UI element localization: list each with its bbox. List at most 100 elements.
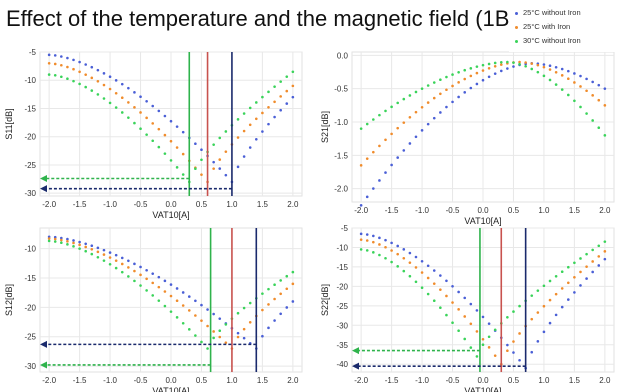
- data-point: [585, 252, 588, 256]
- data-point: [402, 269, 406, 273]
- data-point: [567, 281, 570, 285]
- data-point: [542, 65, 546, 69]
- data-point: [481, 69, 485, 72]
- data-point: [285, 102, 289, 105]
- data-point: [102, 253, 106, 256]
- data-point: [157, 127, 161, 131]
- data-point: [242, 306, 246, 310]
- data-point: [408, 116, 412, 119]
- data-point: [372, 251, 375, 254]
- chart-s12-svg: -2.0 -1.5 -1.0 -0.5 0.0 0.5 1.0 1.5 2.0 -10 -15 -20…: [4, 227, 303, 392]
- data-point: [273, 115, 276, 119]
- data-point: [396, 244, 399, 248]
- data-point: [560, 67, 564, 71]
- data-point: [524, 61, 527, 64]
- data-point: [603, 250, 607, 253]
- data-point: [242, 112, 246, 115]
- arrow-head-icon: [352, 362, 359, 370]
- data-point: [78, 70, 81, 74]
- data-point: [60, 55, 63, 58]
- data-point: [554, 275, 558, 278]
- data-point: [242, 129, 246, 133]
- data-point: [72, 79, 75, 83]
- data-point: [224, 323, 228, 326]
- data-point: [108, 251, 112, 254]
- x-tick-label: -1.0: [103, 200, 117, 209]
- data-point: [200, 303, 203, 307]
- data-point: [536, 70, 540, 74]
- data-point: [200, 148, 203, 152]
- y-tick-label: -2.0: [334, 185, 348, 194]
- data-point: [432, 116, 436, 120]
- data-point: [60, 238, 63, 242]
- data-point: [66, 237, 69, 241]
- x-tick-label: 0.5: [508, 376, 520, 385]
- data-point: [181, 321, 185, 325]
- data-point: [72, 58, 75, 62]
- x-tick-label: 1.5: [257, 376, 269, 385]
- data-point: [542, 63, 546, 66]
- data-point: [236, 331, 240, 335]
- data-point: [390, 249, 393, 252]
- data-point: [493, 72, 497, 75]
- data-point: [469, 67, 473, 70]
- data-point: [597, 83, 601, 87]
- arrow-head-icon: [352, 347, 359, 355]
- data-point: [408, 94, 412, 97]
- data-point: [242, 155, 246, 158]
- data-point: [451, 100, 454, 104]
- data-point: [567, 298, 570, 301]
- data-point: [139, 111, 142, 114]
- data-point: [487, 62, 491, 66]
- data-point: [108, 75, 112, 79]
- x-tick-label: -1.0: [415, 376, 429, 385]
- x-tick-label: -2.0: [42, 200, 56, 209]
- data-point: [506, 60, 509, 64]
- data-point: [597, 244, 601, 248]
- data-point: [573, 72, 576, 75]
- data-point: [285, 274, 289, 278]
- legend: 25°C without Iron 25°C with Iron 30°C wi…: [509, 0, 621, 52]
- data-point: [151, 281, 155, 285]
- data-point: [499, 63, 503, 66]
- legend-label: 30°C without Iron: [523, 36, 581, 45]
- x-tick-label: 0.0: [165, 376, 177, 385]
- data-point: [372, 234, 375, 238]
- data-point: [518, 62, 521, 66]
- data-point: [66, 243, 69, 246]
- data-point: [261, 292, 264, 295]
- data-point: [96, 246, 100, 250]
- data-point: [469, 302, 473, 306]
- data-point: [236, 136, 240, 139]
- data-point: [585, 89, 588, 93]
- data-point: [579, 105, 582, 109]
- data-point: [267, 287, 270, 291]
- data-point: [267, 303, 270, 306]
- data-point: [194, 299, 197, 303]
- data-point: [200, 173, 203, 176]
- data-point: [439, 92, 442, 96]
- data-point: [512, 351, 515, 354]
- data-point: [90, 89, 94, 92]
- data-point: [279, 108, 282, 112]
- data-point: [279, 312, 282, 316]
- chart-s21: -2.0 -1.5 -1.0 -0.5 0.0 0.5 1.0 1.5 2.0 0.0 -0.5 -1…: [316, 44, 623, 226]
- data-point: [414, 280, 418, 284]
- data-point: [248, 123, 252, 127]
- data-point: [187, 328, 191, 331]
- x-tick-label: -2.0: [354, 206, 368, 215]
- data-point: [554, 313, 558, 317]
- y-tick-label: -20: [336, 282, 348, 291]
- x-tick-label: 0.5: [508, 206, 520, 215]
- data-point: [72, 239, 75, 242]
- y-tick-label: -35: [336, 341, 348, 350]
- data-point: [218, 335, 222, 339]
- data-point: [157, 275, 161, 279]
- x-tick-label: 1.0: [226, 376, 238, 385]
- data-point: [585, 77, 588, 81]
- data-point: [378, 253, 381, 257]
- data-point: [255, 101, 258, 104]
- x-tick-label: -0.5: [446, 376, 460, 385]
- data-point: [597, 98, 601, 102]
- data-point: [120, 262, 124, 266]
